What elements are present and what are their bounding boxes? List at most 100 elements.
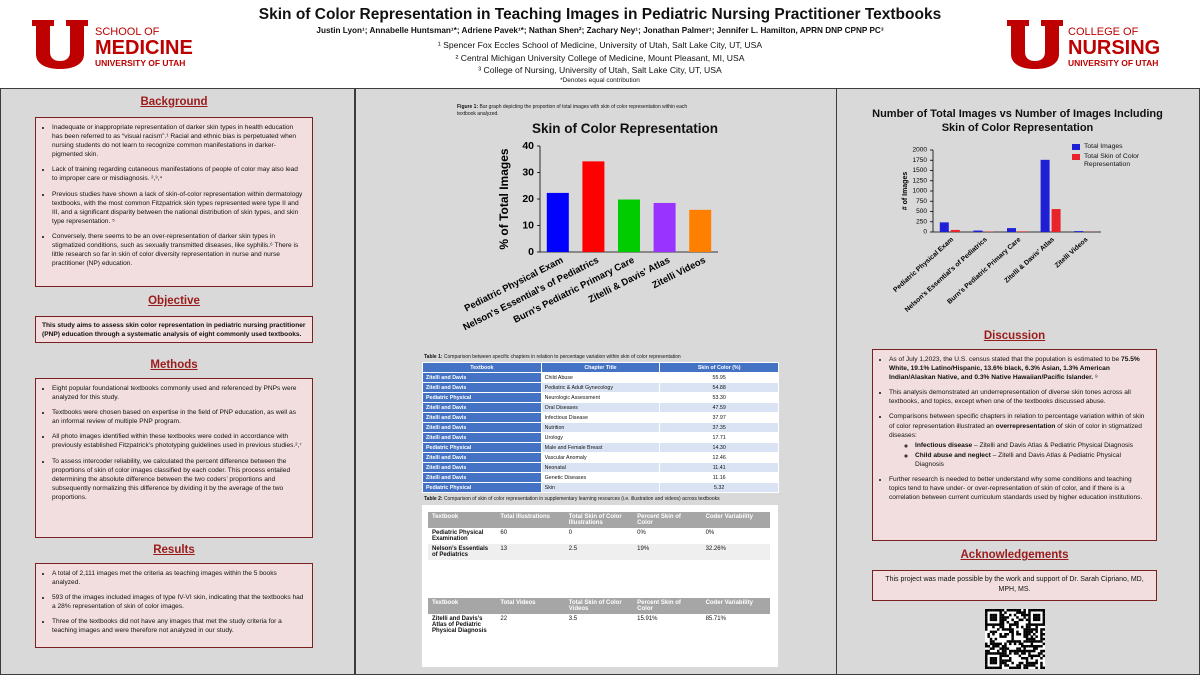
chart-title: Skin of Color Representation xyxy=(531,121,719,136)
table-cell: Zitelli and Davis xyxy=(422,432,542,443)
qr-module xyxy=(1009,623,1012,626)
qr-module xyxy=(1025,664,1029,667)
bullet-list: Inadequate or inappropriate representati… xyxy=(40,123,305,268)
qr-module xyxy=(1006,659,1010,662)
qr-module xyxy=(992,661,995,665)
header-cell: Coder Variability xyxy=(701,598,770,614)
qr-module xyxy=(1025,661,1029,665)
qr-module xyxy=(1009,649,1012,653)
table-caption: Table 2: Comparison of skin of color rep… xyxy=(424,496,784,503)
qr-module xyxy=(1030,645,1034,648)
header-cell: Textbook xyxy=(428,512,497,528)
qr-module xyxy=(999,642,1002,646)
qr-module xyxy=(992,633,995,636)
qr-module xyxy=(999,652,1002,655)
qr-module xyxy=(1011,637,1014,641)
qr-module xyxy=(989,613,993,617)
qr-module xyxy=(1001,628,1005,631)
qr-module xyxy=(985,654,988,658)
qr-module xyxy=(1028,661,1031,665)
qr-module xyxy=(994,661,998,665)
qr-module xyxy=(1028,616,1031,619)
qr-module xyxy=(1016,609,1019,612)
qr-module xyxy=(1018,664,1022,667)
qr-module xyxy=(1028,633,1031,636)
qr-module xyxy=(1001,649,1005,653)
qr-module xyxy=(1025,666,1029,669)
qr-module xyxy=(1018,654,1022,658)
table-cell: Nelson’s Essentials of Pediatrics xyxy=(428,544,497,560)
caption-text: Comparison of skin of color representati… xyxy=(442,496,720,502)
qr-module xyxy=(994,637,998,641)
section-heading: Objective xyxy=(148,295,200,307)
logo-text: SCHOOL OF MEDICINE UNIVERSITY OF UTAH xyxy=(95,26,193,68)
u-shape xyxy=(32,20,88,69)
qr-module xyxy=(989,609,993,612)
qr-module xyxy=(1016,649,1019,653)
section-heading: Methods xyxy=(150,359,198,371)
qr-module xyxy=(1025,635,1029,638)
qr-module xyxy=(985,618,988,622)
table: Textbook Total Illustrations Total Skin of… xyxy=(428,512,770,560)
bar xyxy=(950,229,960,232)
qr-module xyxy=(1016,633,1019,636)
qr-module xyxy=(1025,633,1029,636)
qr-module xyxy=(1009,666,1012,669)
qr-module xyxy=(989,647,993,650)
qr-module xyxy=(1018,649,1022,653)
qr-module xyxy=(994,652,998,655)
bar xyxy=(582,161,605,252)
qr-module xyxy=(1021,613,1024,617)
qr-module xyxy=(989,616,993,619)
header-cell: Total Skin of Color Videos xyxy=(564,598,634,614)
qr-module xyxy=(1025,613,1029,617)
qr-module xyxy=(994,616,998,619)
objective-box: This study aims to assess skin color rep… xyxy=(35,316,313,343)
bold-run: Infectious disease xyxy=(915,441,973,449)
qr-module xyxy=(1004,647,1007,650)
qr-module xyxy=(985,649,988,653)
table-cell: 54.88 xyxy=(659,382,779,393)
table-cell: 19% xyxy=(633,544,702,560)
qr-module xyxy=(999,616,1002,619)
qr-module xyxy=(1042,611,1045,614)
qr-module xyxy=(985,642,988,646)
qr-module xyxy=(1035,654,1038,658)
qr-module xyxy=(999,618,1002,622)
y-tick-label: 500 xyxy=(916,208,927,215)
qr-module xyxy=(1023,616,1026,619)
qr-module xyxy=(989,640,993,643)
sub-list: Infectious disease – Zitelli and Davis A… xyxy=(889,441,1149,469)
qr-module xyxy=(1035,623,1038,626)
table-cell: Zitelli and Davis xyxy=(422,472,542,483)
qr-module xyxy=(1033,623,1036,626)
bullet-item: Inadequate or inappropriate representati… xyxy=(52,123,305,159)
qr-module xyxy=(1040,628,1043,631)
table: Textbook Total Videos Total Skin of Color … xyxy=(428,598,770,636)
y-tick-label: 40 xyxy=(522,140,534,152)
table-cell: Neurologic Assessment xyxy=(540,392,661,403)
qr-module xyxy=(1011,623,1014,626)
qr-module xyxy=(987,649,990,653)
qr-module xyxy=(992,659,995,662)
qr-module xyxy=(985,611,988,614)
qr-module xyxy=(999,659,1002,662)
qr-module xyxy=(1033,649,1036,653)
affiliation: ¹ Spencer Fox Eccles School of Medicine,… xyxy=(437,40,763,50)
y-tick-label: 750 xyxy=(916,198,927,205)
qr-module xyxy=(1033,640,1036,643)
qr-module xyxy=(1013,666,1017,669)
results-box: A total of 2,111 images met the criteria… xyxy=(35,563,313,648)
qr-module xyxy=(1025,645,1029,648)
text-run: ⁸ xyxy=(1093,374,1098,382)
qr-module xyxy=(1030,623,1034,626)
qr-module xyxy=(1028,628,1031,631)
qr-module xyxy=(1033,654,1036,658)
qr-module xyxy=(989,642,993,646)
text-run: As of July 1,2023, the U.S. census state… xyxy=(889,356,1122,363)
table-cell: Pediatric & Adult Gynecology xyxy=(540,382,661,393)
table-cell: 11.16 xyxy=(659,472,779,483)
qr-module xyxy=(1042,633,1045,636)
header-cell: Total Videos xyxy=(496,598,565,614)
header-cell: Total Illustrations xyxy=(496,512,565,528)
